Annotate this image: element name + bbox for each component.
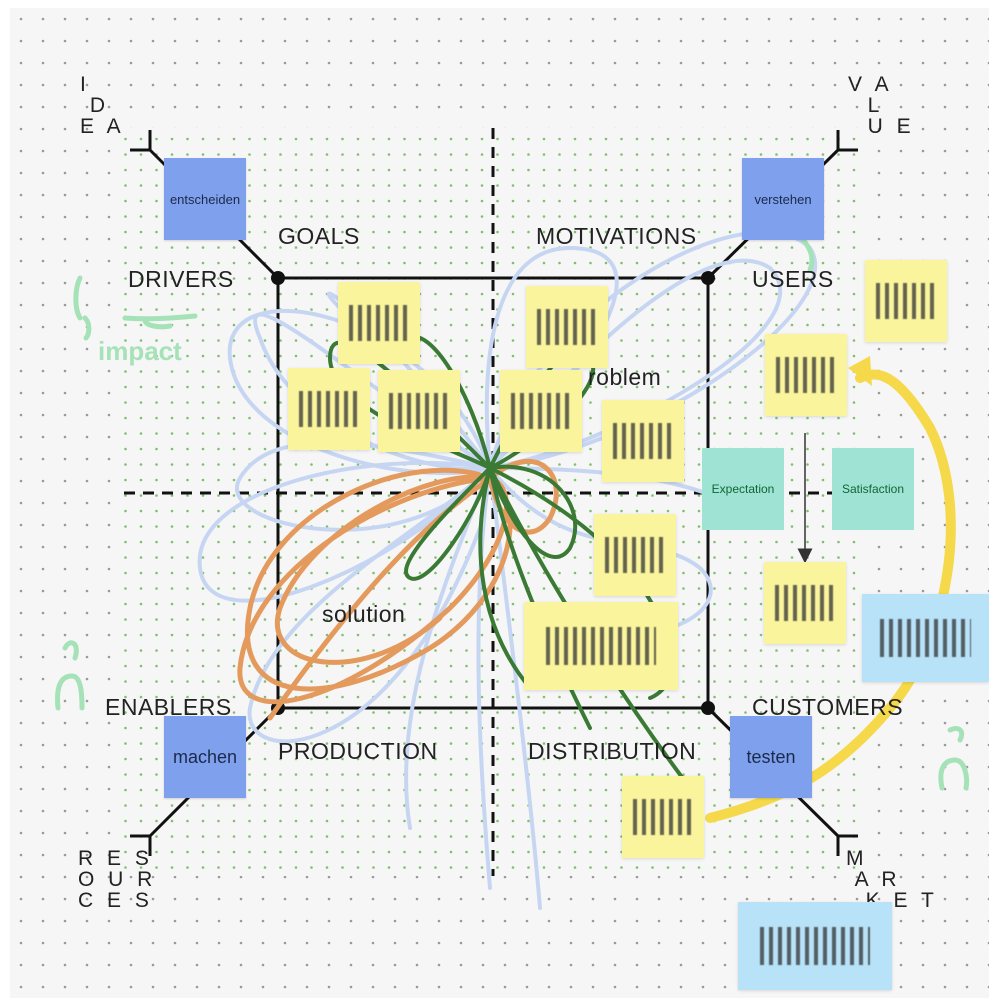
note-satisfaction[interactable]: Satisfaction bbox=[832, 448, 914, 530]
sticky-note[interactable] bbox=[500, 370, 582, 452]
sticky-note[interactable] bbox=[378, 370, 460, 452]
corner-label-resources: R E S O U R C E S bbox=[78, 847, 157, 912]
sticky-note[interactable] bbox=[622, 776, 704, 858]
sticky-note[interactable] bbox=[526, 286, 608, 368]
whiteboard-canvas[interactable]: I D E A V A L U E R E S O U R C E S M A … bbox=[10, 8, 989, 998]
light-blue-note[interactable] bbox=[738, 902, 892, 990]
label-goals: GOALS bbox=[278, 223, 360, 249]
sticky-note[interactable] bbox=[338, 282, 420, 364]
box-entscheiden[interactable]: entscheiden bbox=[164, 158, 246, 240]
green-doodles bbox=[55, 235, 970, 791]
sticky-note[interactable] bbox=[288, 368, 370, 450]
corner-label-idea: I D E A bbox=[80, 73, 125, 138]
sticky-note[interactable] bbox=[602, 400, 684, 482]
light-blue-note[interactable] bbox=[862, 594, 989, 682]
label-production: PRODUCTION bbox=[278, 738, 438, 764]
label-customers: CUSTOMERS bbox=[752, 694, 904, 720]
label-drivers: DRIVERS bbox=[128, 266, 234, 292]
box-verstehen[interactable]: verstehen bbox=[742, 158, 824, 240]
label-users: USERS bbox=[752, 266, 834, 292]
sticky-note[interactable] bbox=[765, 334, 847, 416]
corner-label-value: V A L U E bbox=[848, 73, 915, 138]
label-enablers: ENABLERS bbox=[105, 694, 232, 720]
box-testen[interactable]: testen bbox=[730, 716, 812, 798]
handwritten-impact: impact bbox=[98, 336, 182, 366]
label-problem: roblem bbox=[588, 364, 662, 390]
label-solution: solution bbox=[322, 601, 406, 627]
sticky-note[interactable] bbox=[865, 260, 947, 342]
orange-scribbles bbox=[237, 458, 559, 721]
sticky-note[interactable] bbox=[524, 602, 678, 690]
note-expectation[interactable]: Expectation bbox=[702, 448, 784, 530]
label-distribution: DISTRIBUTION bbox=[528, 738, 697, 764]
box-machen[interactable]: machen bbox=[164, 716, 246, 798]
sticky-note[interactable] bbox=[764, 562, 846, 644]
label-motivations: MOTIVATIONS bbox=[536, 223, 697, 249]
sticky-note[interactable] bbox=[594, 514, 676, 596]
